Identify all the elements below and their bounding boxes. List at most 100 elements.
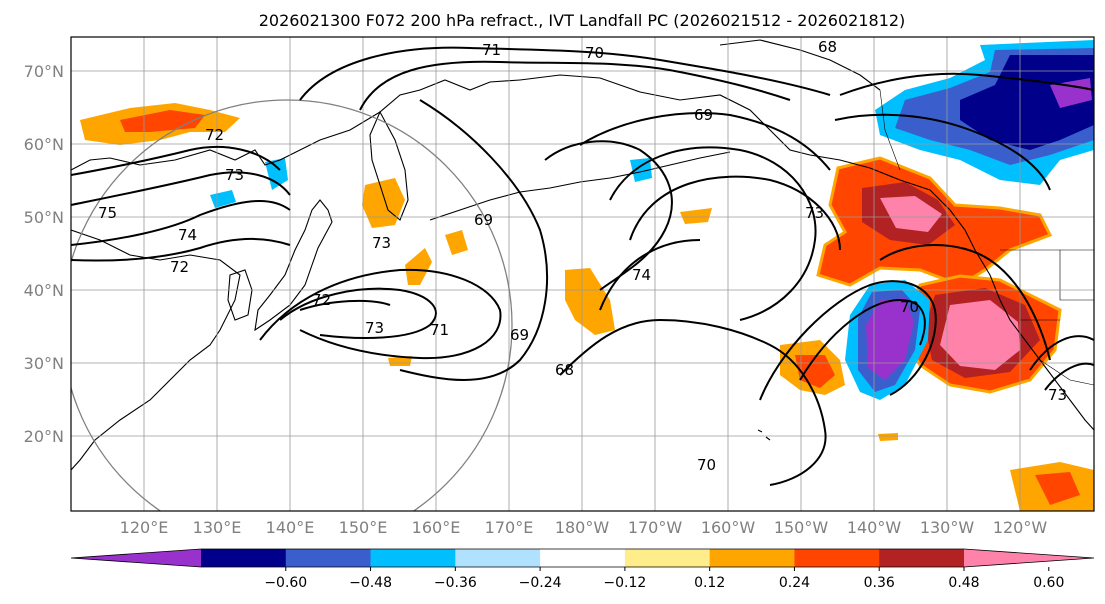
- anomaly-region-central-small-1: [445, 230, 468, 255]
- latitude-label: 30°N: [24, 354, 64, 373]
- colorbar-segment: [794, 549, 880, 567]
- colorbar-tick-label: −0.36: [434, 575, 477, 591]
- border-alaska-canada: [879, 89, 901, 171]
- longitude-labels: 120°E 130°E 140°E 150°E 160°E 170°E 180°…: [120, 518, 1048, 537]
- contour-line-22: [1029, 335, 1094, 371]
- contour-label: 73: [225, 166, 244, 184]
- contour-line-12: [544, 140, 673, 291]
- contour-line-9: [279, 287, 437, 339]
- map-title: 2026021300 F072 200 hPa refract., IVT La…: [259, 11, 906, 30]
- contour-line-11: [399, 99, 549, 381]
- contour-label: 74: [178, 226, 197, 244]
- anomaly-region-central-small-4: [878, 433, 898, 441]
- contour-label: 73: [372, 234, 391, 252]
- anomaly-region-gulf-peak: [880, 196, 942, 232]
- anomaly-region-central-small-3: [388, 356, 412, 366]
- contour-line-5: [71, 171, 291, 206]
- contour-line-20: [839, 72, 1094, 96]
- longitude-label: 160°W: [701, 518, 756, 537]
- colorbar-segment: [540, 549, 626, 567]
- contour-label: 69: [510, 326, 529, 344]
- longitude-label: 170°E: [485, 518, 534, 537]
- contour-line-19: [879, 244, 1051, 361]
- map-frame: [70, 36, 1095, 512]
- anomaly-region-west-coast-peak: [940, 300, 1020, 370]
- contour-line-8: [259, 268, 502, 360]
- anomaly-region-southeast-core: [1035, 472, 1080, 505]
- colorbar-tick-label: −0.24: [519, 575, 562, 591]
- anomaly-region-central-blue: [630, 158, 652, 182]
- contour-line-2: [359, 60, 791, 111]
- contour-line-23: [1044, 362, 1094, 391]
- colorbar-segment: [624, 549, 711, 567]
- longitude-label: 130°E: [193, 518, 242, 537]
- coastline-japan: [254, 199, 333, 332]
- contour-line-3: [579, 112, 831, 171]
- longitude-label: 120°W: [993, 518, 1048, 537]
- contour-line-14: [609, 146, 817, 321]
- colorbar-segment: [201, 549, 287, 567]
- contour-label: 72: [312, 291, 331, 309]
- contour-label: 69: [474, 211, 493, 229]
- contour-line-18: [799, 298, 926, 381]
- contour-labels: 71 70 68 69 72 73 75 74 72 73 72 69 71 7…: [98, 38, 1067, 474]
- latitude-labels: 70°N 60°N 50°N 40°N 30°N 20°N: [24, 62, 64, 446]
- latitude-label: 70°N: [24, 62, 64, 81]
- longitude-label: 160°E: [412, 518, 461, 537]
- anomaly-region-central-small-2: [680, 208, 712, 224]
- longitude-label: 120°E: [120, 518, 169, 537]
- contour-label: 73: [1048, 386, 1067, 404]
- contour-label: 73: [805, 204, 824, 222]
- anomaly-region-northwest-core: [120, 110, 205, 132]
- contour-label: 72: [205, 126, 224, 144]
- coastline-hawaii: [757, 429, 771, 441]
- anomaly-region-negative-arctic-peak: [1050, 78, 1092, 108]
- longitude-label: 150°E: [339, 518, 388, 537]
- colorbar-tick-label: 0.24: [779, 575, 810, 591]
- contour-label: 71: [430, 321, 449, 339]
- longitude-label: 140°E: [266, 518, 315, 537]
- longitude-label: 140°W: [847, 518, 902, 537]
- range-circle: [71, 99, 513, 511]
- contour-label: 75: [98, 204, 117, 222]
- anomaly-region-north-central: [565, 268, 615, 335]
- border-us-states-2: [1059, 250, 1094, 301]
- colorbar-segment: [709, 549, 795, 567]
- contour-label: 68: [555, 361, 574, 379]
- colorbar-tick-label: 0.48: [948, 575, 979, 591]
- contour-label: 70: [900, 298, 919, 316]
- colorbar-tick-label: 0.36: [864, 575, 895, 591]
- contour-label: 72: [170, 258, 189, 276]
- coastline-alaska-north: [719, 39, 881, 91]
- political-borders: [879, 89, 1094, 386]
- coastline-aleutians: [429, 151, 731, 221]
- contour-label: 68: [818, 38, 837, 56]
- latitude-label: 20°N: [24, 427, 64, 446]
- longitude-label: 150°W: [774, 518, 829, 537]
- coastline-korea: [227, 269, 253, 321]
- contour-line-13: [559, 318, 827, 486]
- anomaly-region-western-pacific-blue: [265, 158, 288, 190]
- refractivity-contours: [71, 46, 1094, 486]
- contour-line-1: [299, 46, 831, 101]
- contour-line-4: [71, 145, 281, 176]
- contour-label: 73: [365, 319, 384, 337]
- latitude-label: 50°N: [24, 208, 64, 227]
- colorbar: −0.60 −0.48 −0.36 −0.24 −0.12 0.12 0.24 0.36 0.4…: [70, 548, 1095, 591]
- longitude-label: 180°W: [555, 518, 610, 537]
- contour-label: 70: [697, 456, 716, 474]
- colorbar-tick-label: −0.48: [349, 575, 392, 591]
- contour-label: 70: [585, 44, 604, 62]
- longitude-label: 170°W: [628, 518, 683, 537]
- colorbar-segment: [285, 549, 372, 567]
- colorbar-segment: [370, 549, 456, 567]
- colorbar-extend-high: [964, 549, 1094, 567]
- contour-line-6: [71, 199, 291, 246]
- contour-line-7: [71, 237, 291, 262]
- contour-label: 74: [632, 266, 651, 284]
- coastlines: [71, 39, 1094, 471]
- contour-line-21: [834, 113, 1051, 191]
- contour-line-10: [299, 299, 391, 311]
- contour-label: 69: [694, 106, 713, 124]
